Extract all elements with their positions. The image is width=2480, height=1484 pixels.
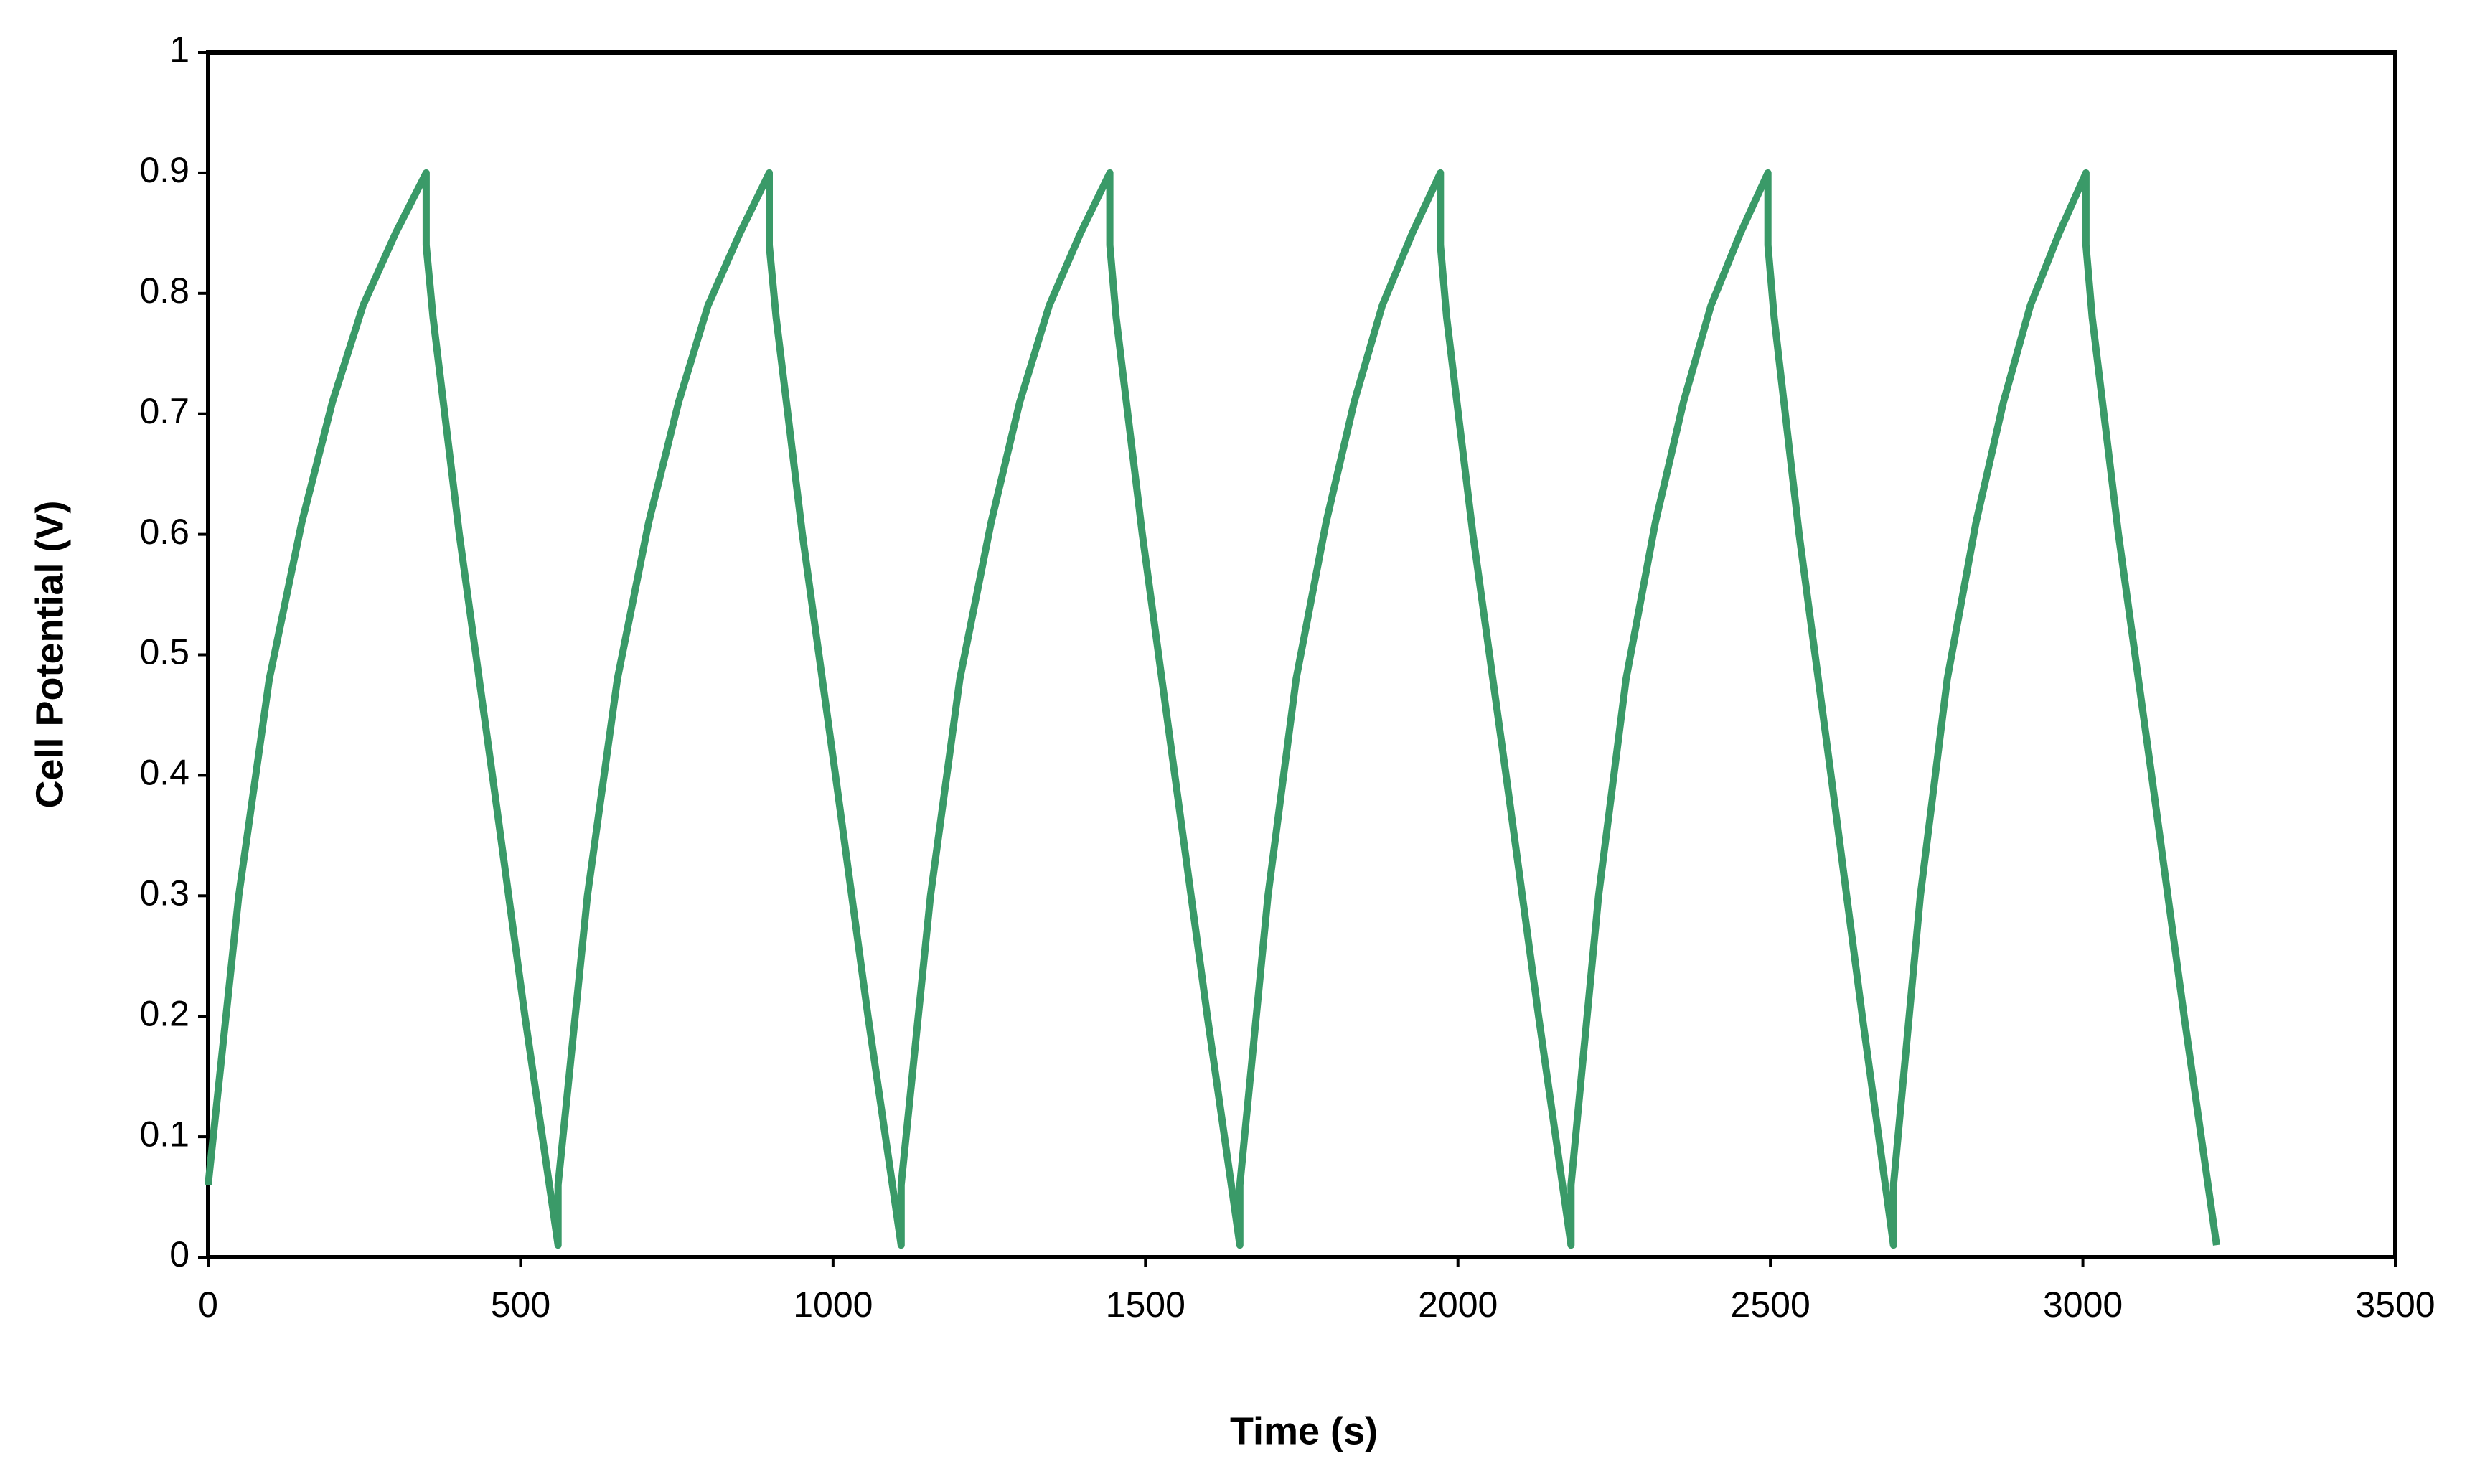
x-tick-label: 500: [491, 1285, 550, 1325]
y-tick-label: 1: [169, 29, 189, 70]
y-tick-label: 0.5: [139, 632, 189, 672]
x-tick-label: 2500: [1731, 1285, 1810, 1325]
y-tick-label: 0.6: [139, 512, 189, 552]
y-tick-label: 0.9: [139, 150, 189, 190]
y-tick-label: 0: [169, 1234, 189, 1274]
x-tick-label: 3500: [2355, 1285, 2435, 1325]
x-tick-label: 1500: [1106, 1285, 1185, 1325]
y-tick-label: 0.7: [139, 391, 189, 431]
x-tick-label: 1000: [793, 1285, 873, 1325]
x-tick-label: 2000: [1418, 1285, 1498, 1325]
x-axis-title: Time (s): [1230, 1409, 1378, 1452]
line-series: [205, 169, 2220, 1249]
y-tick-label: 0.1: [139, 1114, 189, 1154]
x-tick-label: 3000: [2043, 1285, 2123, 1325]
y-tick-label: 0.8: [139, 271, 189, 311]
x-tick-label: 0: [198, 1285, 218, 1325]
y-tick-label: 0.2: [139, 993, 189, 1033]
y-tick-label: 0.3: [139, 873, 189, 914]
y-tick-label: 0.4: [139, 753, 189, 793]
y-axis-title: Cell Potential (V): [28, 500, 71, 808]
